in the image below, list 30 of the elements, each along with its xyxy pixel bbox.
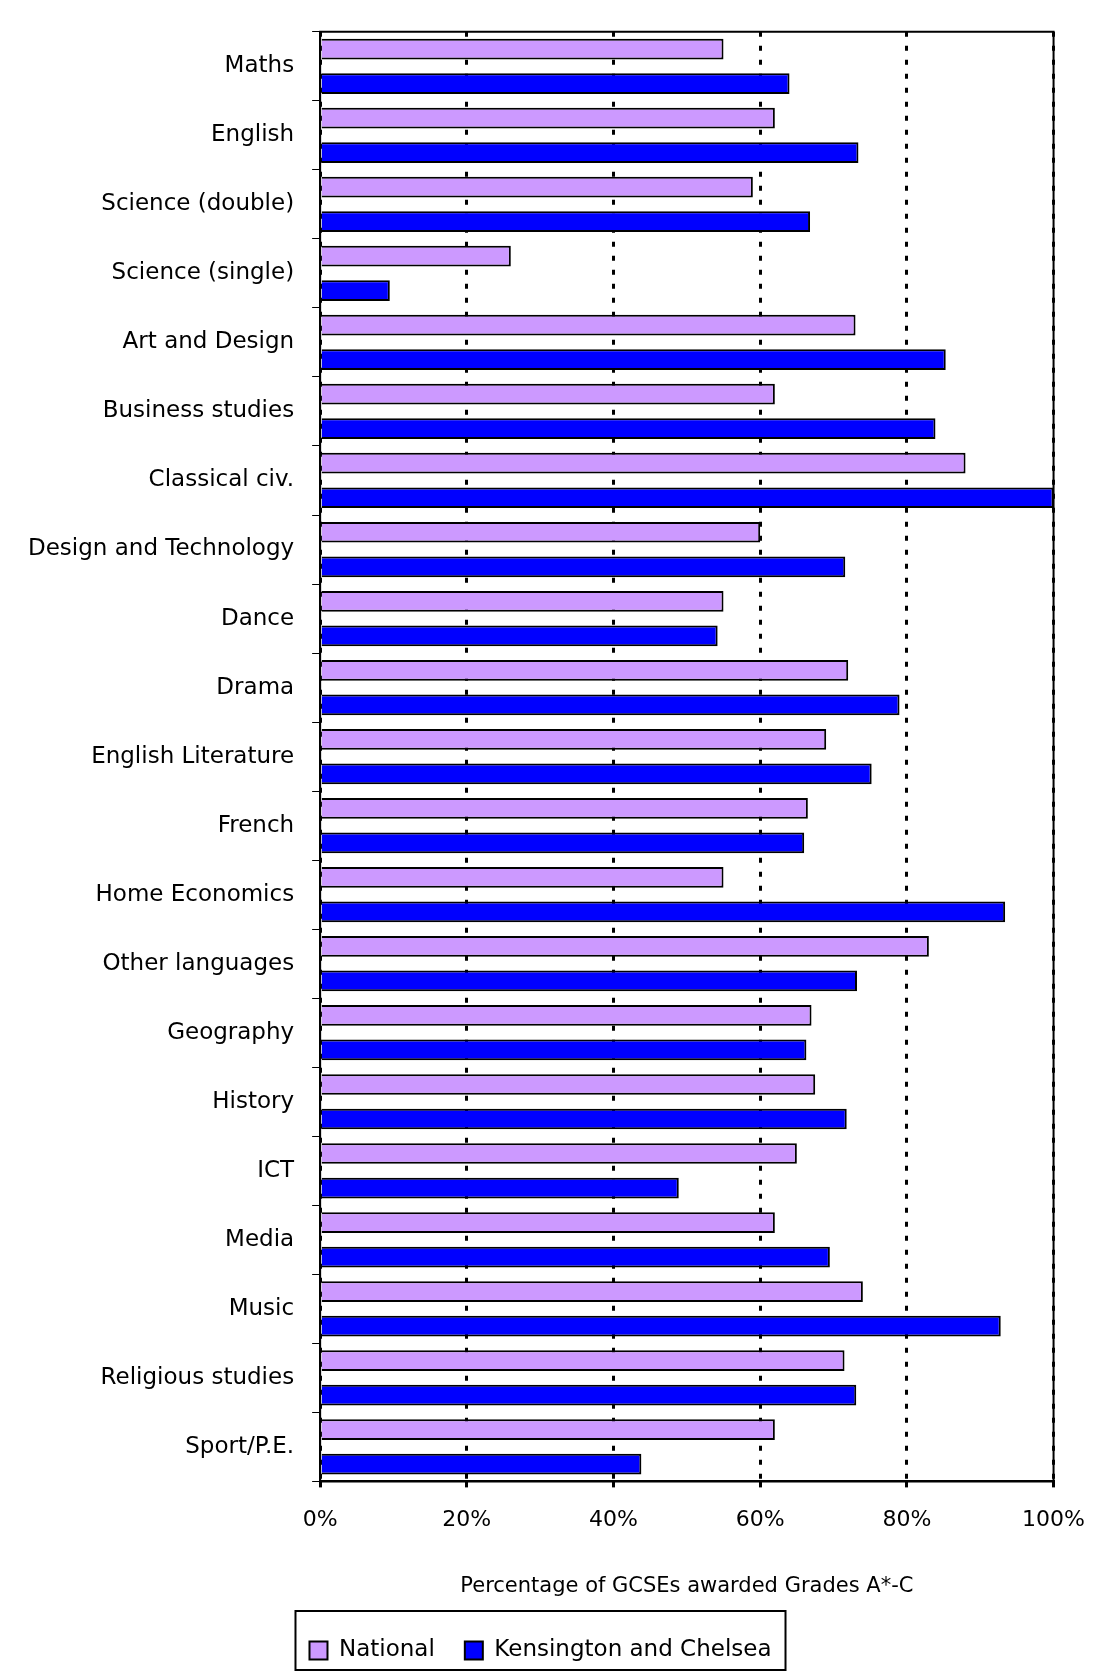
x-tick-label: 60% [735, 1506, 785, 1532]
y-tick-label: English [211, 120, 295, 147]
y-tick-label: French [217, 810, 295, 837]
y-tick-label: Maths [224, 51, 295, 78]
y-tick-label: Geography [167, 1017, 295, 1044]
x-tick-label: 40% [589, 1506, 638, 1532]
y-tick-label: Media [225, 1224, 295, 1251]
y-tick-label: Other languages [102, 948, 295, 975]
y-tick-label: Dance [220, 603, 295, 630]
x-tick-label: 0% [302, 1506, 338, 1532]
y-tick-label: Home Economics [95, 879, 295, 906]
y-tick-label: Design and Technology [28, 534, 295, 561]
y-tick-label: History [212, 1086, 295, 1113]
x-axis-title: Percentage of GCSEs awarded Grades A*-C [460, 1572, 914, 1597]
y-tick-label: Science (double) [101, 189, 295, 216]
y-tick-label: Business studies [102, 396, 295, 423]
y-tick-label: ICT [257, 1155, 296, 1182]
y-tick-label: Religious studies [100, 1362, 295, 1389]
y-tick-label: Music [228, 1293, 295, 1320]
y-tick-label: Classical civ. [148, 465, 295, 492]
y-tick-label: Sport/P.E. [185, 1431, 295, 1458]
legend-label: Kensington and Chelsea [494, 1635, 772, 1662]
y-tick-label: English Literature [91, 741, 295, 768]
x-tick-label: 20% [442, 1506, 492, 1532]
y-tick-label: Art and Design [122, 327, 295, 354]
y-tick-label: Science (single) [111, 258, 295, 285]
legend-label: National [338, 1635, 435, 1662]
y-tick-label: Drama [216, 672, 295, 699]
x-tick-label: 80% [882, 1506, 932, 1532]
x-tick-label: 100% [1022, 1506, 1086, 1532]
